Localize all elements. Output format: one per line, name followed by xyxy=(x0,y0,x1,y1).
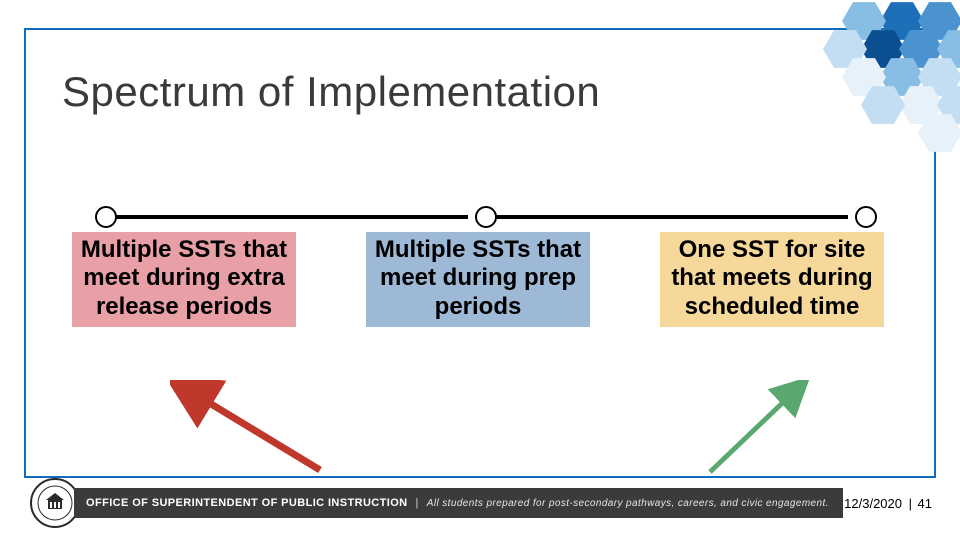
state-seal-icon xyxy=(30,478,80,528)
spectrum-segment xyxy=(106,215,468,219)
box-scheduled: One SST for site that meets during sched… xyxy=(660,232,884,327)
footer-page-number: 41 xyxy=(918,496,932,511)
box-text: Multiple SSTs that meet during extra rel… xyxy=(81,236,287,320)
spectrum-line xyxy=(92,208,880,226)
box-extra-release: Multiple SSTs that meet during extra rel… xyxy=(72,232,296,327)
slide-title: Spectrum of Implementation xyxy=(62,68,600,116)
box-text: Multiple SSTs that meet during prep peri… xyxy=(375,236,581,320)
footer-separator: | xyxy=(416,497,419,509)
box-text: One SST for site that meets during sched… xyxy=(671,236,872,320)
footer-bar: OFFICE OF SUPERINTENDENT OF PUBLIC INSTR… xyxy=(74,488,843,518)
footer-date: 12/3/2020 xyxy=(844,496,902,511)
spectrum-node xyxy=(475,206,497,228)
spectrum-node xyxy=(855,206,877,228)
footer: OFFICE OF SUPERINTENDENT OF PUBLIC INSTR… xyxy=(0,478,960,526)
slide: Spectrum of Implementation Multiple SSTs… xyxy=(0,0,960,540)
footer-page-separator: | xyxy=(909,496,912,511)
spectrum-segment xyxy=(486,215,848,219)
footer-tagline: All students prepared for post-secondary… xyxy=(427,498,829,509)
box-prep-periods: Multiple SSTs that meet during prep peri… xyxy=(366,232,590,327)
spectrum-node xyxy=(95,206,117,228)
footer-office: OFFICE OF SUPERINTENDENT OF PUBLIC INSTR… xyxy=(86,497,408,509)
